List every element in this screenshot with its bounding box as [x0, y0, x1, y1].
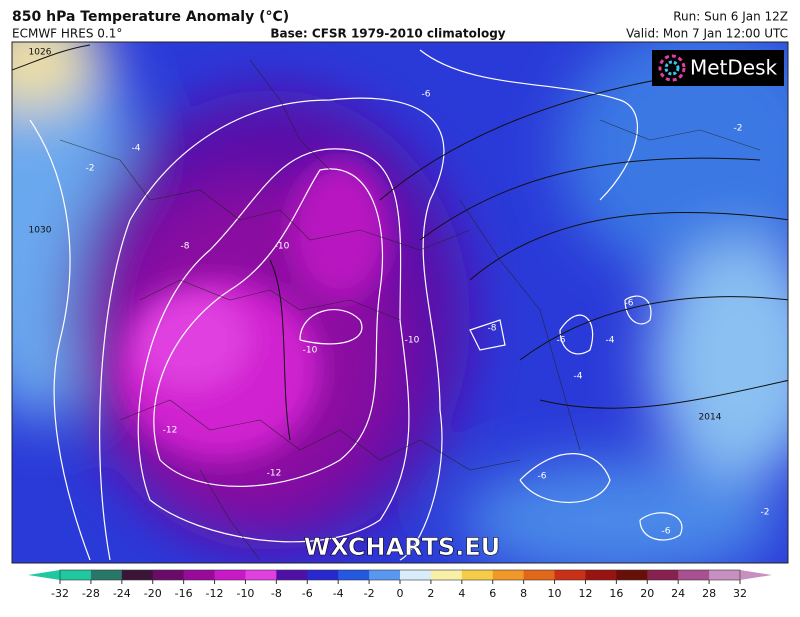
colorbar-segment — [121, 570, 154, 580]
contour-label: -8 — [181, 242, 190, 252]
title: 850 hPa Temperature Anomaly (°C) — [12, 9, 289, 25]
contour-label: -6 — [422, 90, 431, 100]
colorbar-tick-label: 24 — [671, 587, 685, 600]
colorbar-tick-label: 12 — [578, 587, 592, 600]
colorbar-tick-label: 8 — [520, 587, 527, 600]
colorbar-segment — [461, 570, 494, 580]
contour-label: -12 — [163, 426, 178, 436]
colorbar-segment — [523, 570, 556, 580]
isotherms — [29, 49, 683, 561]
contour-label: -8 — [488, 324, 497, 334]
colorbar-tick-label: 4 — [458, 587, 465, 600]
colorbar: -32 -28 -24 -20 -16 -12 -10 -8 -6 -4 -2 0 2 4 6 8 10 12 16… — [28, 569, 772, 600]
model: ECMWF HRES 0.1° — [12, 27, 122, 41]
colorbar-segment — [678, 570, 710, 580]
colorbar-segment — [214, 570, 246, 580]
logo-icon — [658, 54, 686, 82]
contour-label: -4 — [574, 372, 583, 382]
borders — [59, 59, 761, 561]
contour-label: -2 — [86, 164, 95, 174]
colorbar-segment — [60, 570, 92, 580]
colorbar-tick-label: -12 — [206, 587, 224, 600]
anomaly-core — [120, 160, 390, 460]
colorbar-segment — [616, 570, 648, 580]
valid: Valid: Mon 7 Jan 12:00 UTC — [626, 27, 788, 41]
base: Base: CFSR 1979-2010 climatology — [270, 27, 505, 41]
colorbar-tick-label: 16 — [609, 587, 623, 600]
colorbar-arrow-right — [740, 570, 772, 580]
contour-label: -4 — [132, 144, 141, 154]
contour-label: -2 — [761, 508, 770, 518]
colorbar-segment — [585, 570, 617, 580]
colorbar-arrow-left — [28, 570, 60, 580]
colorbar-segment — [183, 570, 216, 580]
colorbar-tick-label: 32 — [733, 587, 747, 600]
contour-label: 1026 — [29, 48, 52, 58]
colorbar-tick-label: -24 — [113, 587, 131, 600]
colorbar-segment — [430, 570, 463, 580]
contour-label: -2 — [734, 124, 743, 134]
contour-labels: 1026 -6 -4 -2 -2 -8 -10 -10 -10 -8 -6 -6 -4 -12 -12 -6 -… — [29, 48, 770, 537]
colorbar-tick-label: -4 — [333, 587, 344, 600]
map-frame — [11, 41, 789, 564]
colorbar-segment — [647, 570, 679, 580]
colorbar-segment — [245, 570, 277, 580]
contour-label: 1030 — [29, 226, 52, 236]
colorbar-segment — [276, 570, 308, 580]
colorbar-segment — [152, 570, 185, 580]
colorbar-tick-label: 0 — [397, 587, 404, 600]
contour-label: -10 — [275, 242, 290, 252]
colorbar-segment — [90, 570, 123, 580]
colorbar-tick-label: 6 — [489, 587, 496, 600]
colorbar-tick-label: 20 — [640, 587, 654, 600]
logo-text: MetDesk — [690, 56, 778, 80]
contour-label: -4 — [606, 336, 615, 346]
colorbar-tick-label: 10 — [548, 587, 562, 600]
contour-label: -6 — [557, 336, 566, 346]
logo: MetDesk — [652, 50, 784, 86]
contour-label: -6 — [538, 472, 547, 482]
colorbar-tick-label: -20 — [144, 587, 162, 600]
map — [12, 42, 788, 563]
colorbar-tick-label: -2 — [364, 587, 375, 600]
colorbar-segment — [492, 570, 525, 580]
colorbar-tick-label: -10 — [236, 587, 254, 600]
colorbar-segment — [338, 570, 370, 580]
colorbar-tick-label: -32 — [51, 587, 69, 600]
colorbar-segment — [369, 570, 401, 580]
colorbar-tick-label: 2 — [427, 587, 434, 600]
colorbar-tick-label: -28 — [82, 587, 100, 600]
colorbar-tick-label: -6 — [302, 587, 313, 600]
colorbar-tick-label: -16 — [175, 587, 193, 600]
contour-label: 2014 — [699, 413, 722, 423]
run: Run: Sun 6 Jan 12Z — [673, 10, 788, 24]
colorbar-segment — [307, 570, 339, 580]
colorbar-segment — [554, 570, 586, 580]
colorbar-segment — [709, 570, 741, 580]
contour-label: -12 — [267, 469, 282, 479]
colorbar-segment — [400, 570, 432, 580]
contour-label: -10 — [405, 336, 420, 346]
contour-label: -6 — [662, 527, 671, 537]
contour-label: -6 — [625, 299, 634, 309]
colorbar-tick-label: 28 — [702, 587, 716, 600]
colorbar-tick-label: -8 — [271, 587, 282, 600]
watermark: WXCHARTS.EU — [304, 533, 500, 561]
contour-label: -10 — [303, 346, 318, 356]
